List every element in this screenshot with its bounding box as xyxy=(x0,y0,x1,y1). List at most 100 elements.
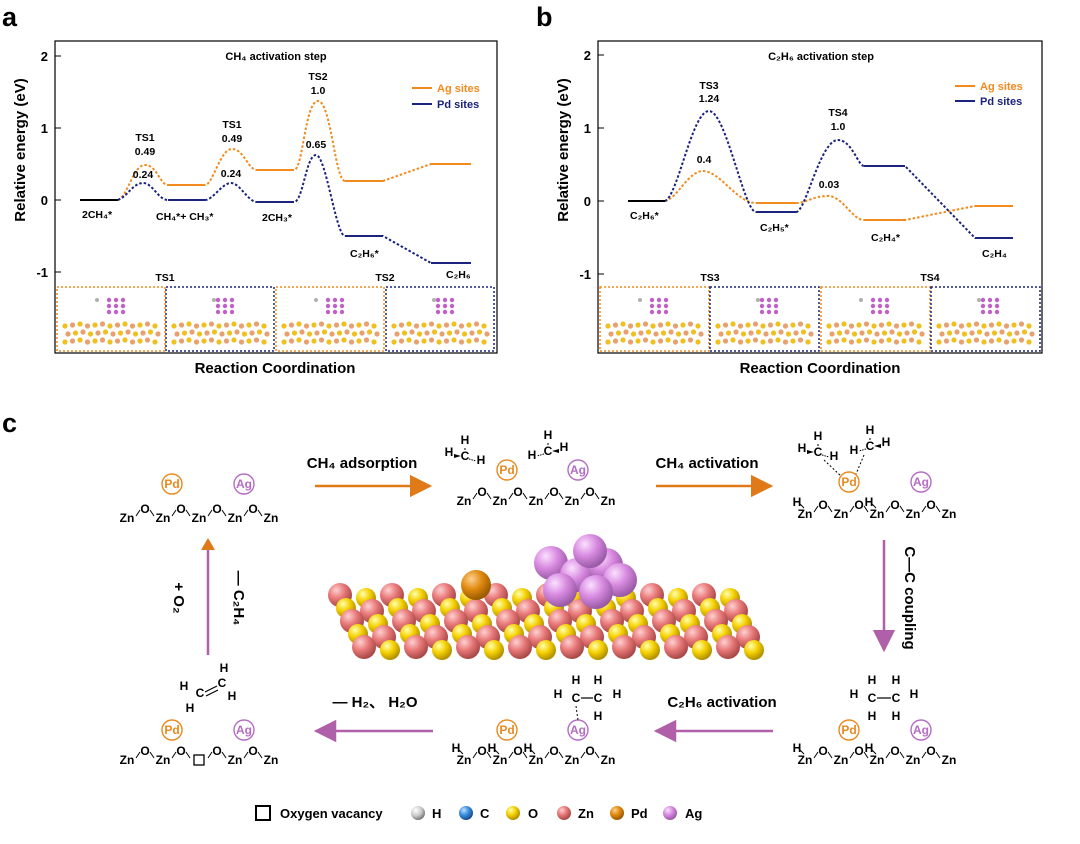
lattice-atom xyxy=(767,338,774,344)
metal-atom xyxy=(106,309,112,315)
metal-atom xyxy=(994,309,1000,315)
oxygen-atom-label: O xyxy=(140,502,149,516)
lattice-atom xyxy=(901,338,907,344)
pd-site-label: Pd xyxy=(164,477,179,491)
lattice-atom xyxy=(683,330,689,336)
lattice-atom xyxy=(1026,339,1032,345)
metal-atom xyxy=(656,309,662,315)
lattice-atom xyxy=(755,329,762,335)
lattice-atom xyxy=(458,323,465,329)
dashed-bond xyxy=(855,454,865,475)
zinc-atom-label: Zn xyxy=(565,494,580,508)
lattice-atom xyxy=(446,330,453,336)
lattice-atom xyxy=(117,330,124,336)
value-label-a-5: 1.0 xyxy=(311,85,326,97)
lattice-atom xyxy=(1011,322,1017,328)
carbon-atom-label: C xyxy=(218,676,227,690)
metal-atom xyxy=(113,309,119,315)
lattice-atom xyxy=(946,330,953,336)
lattice-atom xyxy=(171,339,177,345)
hydrogen-atom-label: H xyxy=(594,709,603,723)
lattice-atom xyxy=(102,329,109,335)
pd-site-marker xyxy=(838,719,860,741)
lattice-atom xyxy=(296,321,302,327)
lattice-atom xyxy=(612,338,619,344)
metal-atom xyxy=(987,303,993,309)
lattice-atom xyxy=(605,339,611,345)
lattice-atom xyxy=(219,331,225,337)
lattice-atom xyxy=(443,338,450,344)
metal-atom xyxy=(884,303,890,309)
lattice-atom xyxy=(178,322,185,328)
ag-site-marker xyxy=(910,719,932,741)
metal-atom xyxy=(877,297,883,303)
structure-snapshot xyxy=(715,297,814,345)
metal-atom xyxy=(332,303,338,309)
oh-bond xyxy=(799,503,805,509)
metal-atom xyxy=(877,303,883,309)
structure-box-a-1 xyxy=(56,286,166,352)
lattice-atom xyxy=(951,321,957,327)
lattice-atom xyxy=(186,337,192,343)
metal-atom xyxy=(325,303,331,309)
o-atom xyxy=(588,640,608,660)
lattice-atom xyxy=(284,331,290,337)
lattice-atom xyxy=(763,331,769,337)
lattice-atom xyxy=(140,330,146,336)
lattice-atom xyxy=(171,323,177,329)
lattice-atom xyxy=(77,321,83,327)
chain-bond xyxy=(522,492,528,500)
lattice-atom xyxy=(778,329,784,335)
lattice-atom xyxy=(193,339,200,345)
chain-bond xyxy=(135,509,141,517)
pd-atom xyxy=(461,570,491,600)
ts-label-a-2: TS1 xyxy=(222,119,241,131)
lattice-atom xyxy=(201,338,207,344)
panel-a: a Relative energy (eV) Reaction Coordina… xyxy=(2,2,498,377)
lattice-atom xyxy=(859,330,865,336)
ag-site-label: Ag xyxy=(913,723,929,737)
lattice-atom xyxy=(1003,323,1010,329)
lattice-atom xyxy=(238,323,245,329)
structure-snapshot xyxy=(936,297,1035,345)
step-coupling: C—C coupling xyxy=(901,546,918,649)
lattice-atom xyxy=(908,321,915,327)
lattice-atom xyxy=(878,322,885,328)
oxygen-atom-label: O xyxy=(890,498,899,512)
state-label-a-5: C₂H₆ xyxy=(446,269,471,281)
lattice-atom xyxy=(351,331,358,337)
lattice-atom xyxy=(844,329,850,335)
legend-pd: Pd xyxy=(631,806,648,821)
lattice-atom xyxy=(341,321,347,327)
series-ag-sites-b xyxy=(664,169,1013,221)
hydrogen-atom-label: H xyxy=(868,709,877,723)
lattice-atom xyxy=(943,338,950,344)
state-label-b-4: C₂H₄ xyxy=(982,248,1007,260)
oh-bond xyxy=(494,749,500,755)
ag-site-label: Ag xyxy=(913,475,929,489)
lattice-atom xyxy=(416,331,423,337)
lattice-atom xyxy=(733,329,739,335)
lattice-atom xyxy=(366,329,373,335)
struct-label-b-ts4: TS4 xyxy=(920,272,939,284)
metal-atom xyxy=(325,297,331,303)
lattice-atom xyxy=(608,331,614,337)
metal-atom xyxy=(229,309,235,315)
lattice-atom xyxy=(398,322,405,328)
lattice-atom xyxy=(1006,331,1013,337)
lattice-atom xyxy=(333,322,340,328)
lattice-atom xyxy=(326,323,332,329)
lattice-atom xyxy=(461,331,468,337)
lattice-atom xyxy=(665,337,671,343)
lattice-atom xyxy=(107,339,113,345)
zinc-atom-label: Zn xyxy=(120,753,135,767)
ag-atom-swatch xyxy=(663,806,677,820)
lattice-atom xyxy=(246,322,252,328)
lattice-atom xyxy=(371,339,377,345)
lattice-atom xyxy=(288,322,295,328)
zn-o-chain: Zn O Zn O Zn O Zn O Zn xyxy=(120,502,279,525)
hydrogen-atom-label: H xyxy=(524,741,533,755)
lattice-atom xyxy=(129,323,136,329)
